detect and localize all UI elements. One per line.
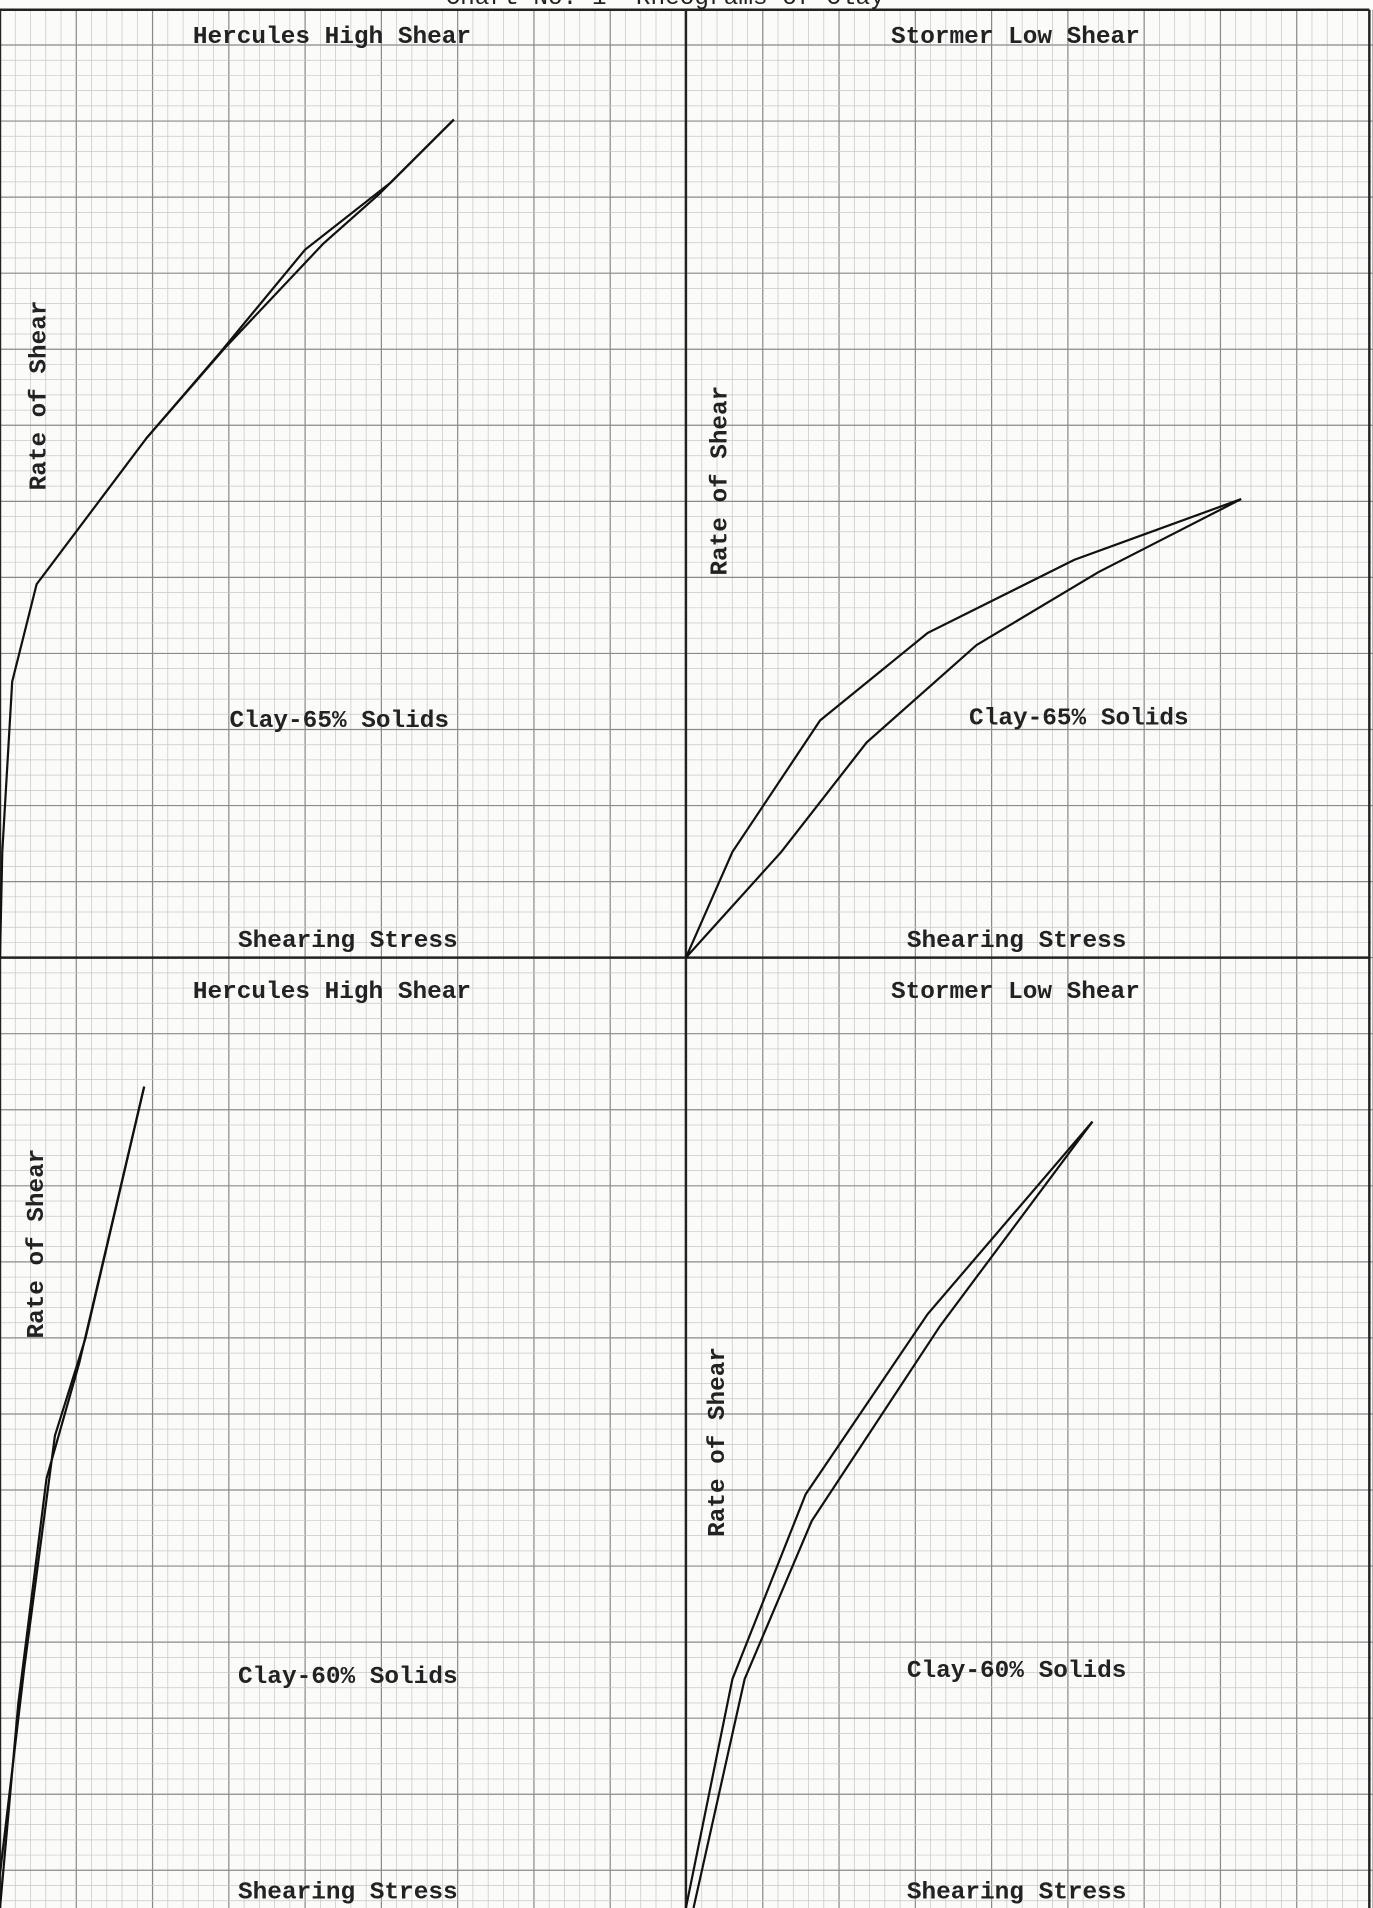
curve xyxy=(0,118,455,958)
y-axis-label: Rate of Shear xyxy=(707,386,734,576)
annotation: Clay-60% Solids xyxy=(907,1658,1127,1685)
annotation: Clay-65% Solids xyxy=(969,705,1189,732)
page-title: Chart No. 1- Rheograms of Clay xyxy=(446,0,885,12)
curve xyxy=(684,498,1242,959)
curve xyxy=(692,1120,1094,1908)
chart-title: Stormer Low Shear xyxy=(891,24,1140,51)
x-axis-label: Shearing Stress xyxy=(238,1880,458,1907)
y-axis-label: Rate of Shear xyxy=(705,1347,732,1537)
annotation: Clay-60% Solids xyxy=(238,1664,458,1691)
curve xyxy=(684,1120,1094,1908)
annotation: Clay-65% Solids xyxy=(229,708,449,735)
rheogram-chart: Stormer Low Shear Clay-65% Solids Shearing… xyxy=(684,24,1242,959)
rheogram-chart: Hercules High Shear Clay-60% Solids Sheari… xyxy=(0,979,471,1908)
chart-title: Stormer Low Shear xyxy=(891,979,1140,1006)
curve xyxy=(685,498,1242,959)
curve xyxy=(0,1086,146,1874)
rheogram-chart: Hercules High Shear Clay-65% Solids Sheari… xyxy=(0,24,471,958)
x-axis-label: Shearing Stress xyxy=(907,1880,1127,1907)
chart-title: Hercules High Shear xyxy=(193,979,471,1006)
chart-title: Hercules High Shear xyxy=(193,24,471,51)
curve xyxy=(145,118,455,439)
x-axis-label: Shearing Stress xyxy=(238,928,458,955)
y-axis-label: Rate of Shear xyxy=(26,301,53,491)
x-axis-label: Shearing Stress xyxy=(907,928,1127,955)
rheogram-chart: Stormer Low Shear Clay-60% Solids Shearing… xyxy=(684,979,1140,1908)
y-axis-label: Rate of Shear xyxy=(24,1149,51,1339)
